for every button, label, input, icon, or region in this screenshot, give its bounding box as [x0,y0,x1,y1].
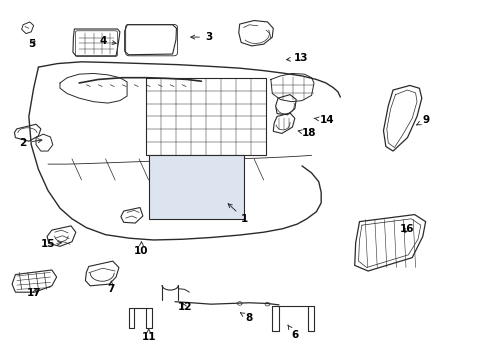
Text: 3: 3 [190,32,212,42]
Text: 1: 1 [228,204,247,224]
Text: 5: 5 [28,39,36,49]
Text: 4: 4 [99,36,116,46]
Text: 9: 9 [416,115,428,125]
Text: 11: 11 [141,329,156,342]
Text: 16: 16 [399,224,414,234]
Text: 6: 6 [287,325,298,340]
Text: 2: 2 [20,138,42,148]
Text: 12: 12 [177,302,191,312]
Text: 15: 15 [41,239,61,248]
Text: 13: 13 [286,53,307,63]
Text: 17: 17 [27,288,42,298]
Text: 14: 14 [313,115,334,125]
Text: 8: 8 [240,313,252,323]
Text: 7: 7 [107,281,115,294]
Text: 18: 18 [298,129,316,139]
Text: 10: 10 [134,242,148,256]
Polygon shape [148,155,244,219]
